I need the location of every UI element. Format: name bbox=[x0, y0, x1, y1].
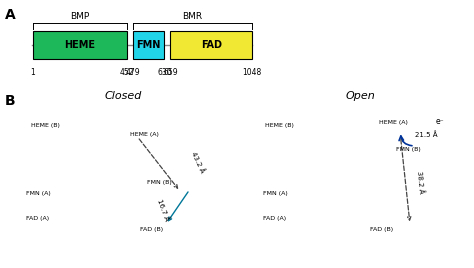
Bar bbox=[33, 31, 127, 59]
Text: A: A bbox=[5, 8, 16, 22]
Text: HEME: HEME bbox=[64, 40, 95, 50]
Text: Closed: Closed bbox=[105, 91, 142, 101]
Text: Open: Open bbox=[346, 91, 375, 101]
Text: B: B bbox=[5, 94, 15, 108]
Text: 630: 630 bbox=[157, 68, 172, 77]
Text: FMN (B): FMN (B) bbox=[396, 147, 420, 152]
Text: 479: 479 bbox=[126, 68, 140, 77]
Text: FMN (B): FMN (B) bbox=[147, 180, 172, 185]
Bar bbox=[171, 31, 252, 59]
Text: 16.7 Å: 16.7 Å bbox=[156, 198, 171, 222]
Text: 1: 1 bbox=[30, 68, 35, 77]
Text: FAD (A): FAD (A) bbox=[26, 216, 49, 221]
Bar bbox=[133, 31, 164, 59]
Text: HEME (B): HEME (B) bbox=[265, 123, 294, 128]
Text: FMN (A): FMN (A) bbox=[263, 191, 288, 196]
Text: FMN: FMN bbox=[137, 40, 161, 50]
Text: HEME (B): HEME (B) bbox=[31, 123, 60, 128]
Text: FAD (B): FAD (B) bbox=[370, 227, 393, 232]
Text: HEME (A): HEME (A) bbox=[379, 120, 408, 125]
Text: 21.5 Å: 21.5 Å bbox=[415, 131, 438, 138]
Text: BMR: BMR bbox=[182, 12, 202, 21]
Text: 659: 659 bbox=[163, 68, 178, 77]
Text: FAD (B): FAD (B) bbox=[140, 227, 163, 232]
Text: e⁻: e⁻ bbox=[436, 117, 445, 126]
Text: 1048: 1048 bbox=[242, 68, 262, 77]
Text: 452: 452 bbox=[120, 68, 134, 77]
Text: FAD: FAD bbox=[201, 40, 222, 50]
Text: 38.2 Å: 38.2 Å bbox=[416, 171, 425, 194]
Text: BMP: BMP bbox=[70, 12, 90, 21]
Text: HEME (A): HEME (A) bbox=[130, 132, 159, 137]
Text: FMN (A): FMN (A) bbox=[26, 191, 51, 196]
Text: 43.2 Å: 43.2 Å bbox=[190, 151, 205, 174]
Text: FAD (A): FAD (A) bbox=[263, 216, 286, 221]
